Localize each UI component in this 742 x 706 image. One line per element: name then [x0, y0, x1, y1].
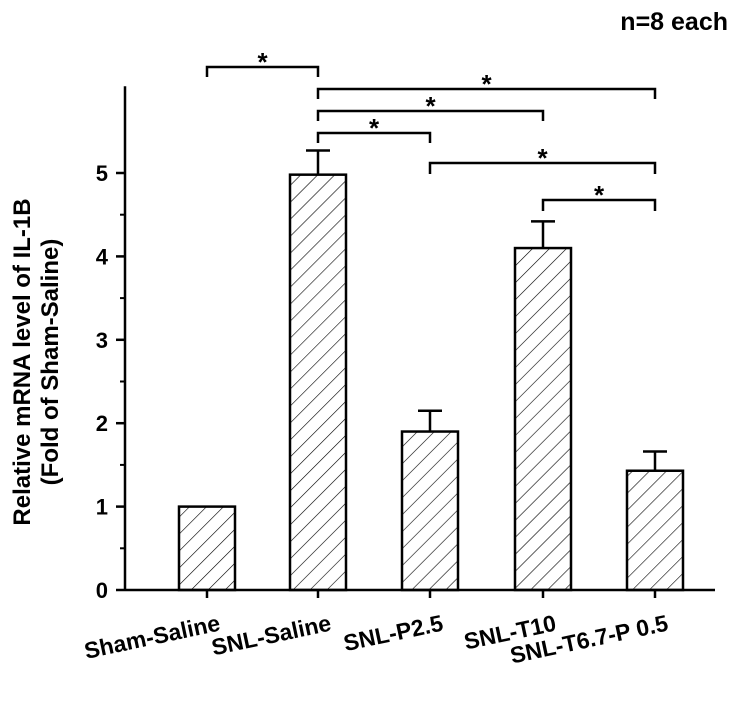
significance-bracket — [316, 87, 657, 99]
y-tick-label: 4 — [96, 244, 109, 269]
y-tick-label: 5 — [96, 161, 108, 186]
y-axis-title: Relative mRNA level of IL-1B (Fold of Sh… — [9, 198, 64, 525]
significance-brackets: * * * * * * — [205, 47, 657, 211]
significance-bracket — [428, 161, 657, 174]
significance-star: * — [537, 143, 548, 173]
x-tick-label: Sham-Saline — [82, 610, 222, 664]
error-bars — [306, 149, 667, 471]
y-tick-label: 0 — [96, 578, 108, 603]
y-axis-title-line2: (Fold of Sham-Saline) — [37, 239, 64, 486]
x-tick-label: SNL-Saline — [209, 610, 333, 661]
y-axis-title-line1: Relative mRNA level of IL-1B — [9, 198, 36, 525]
significance-star: * — [425, 91, 436, 121]
bar — [400, 430, 460, 592]
significance-star: * — [594, 180, 605, 210]
significance-star: * — [257, 47, 268, 77]
significance-bracket — [316, 131, 432, 143]
bar — [288, 173, 348, 592]
y-tick-label: 3 — [96, 328, 108, 353]
y-tick-label: 1 — [96, 495, 108, 520]
x-tick-label: SNL-P2.5 — [341, 610, 445, 656]
sample-size-annotation: n=8 each — [620, 8, 728, 36]
bar — [625, 469, 685, 592]
bar — [177, 505, 237, 592]
significance-bracket — [205, 65, 320, 77]
bars — [177, 173, 685, 592]
y-tick-label: 2 — [96, 411, 108, 436]
significance-bracket — [316, 109, 545, 121]
significance-bracket — [541, 198, 657, 211]
significance-star: * — [481, 69, 492, 99]
significance-star: * — [369, 113, 380, 143]
bar — [513, 246, 573, 592]
